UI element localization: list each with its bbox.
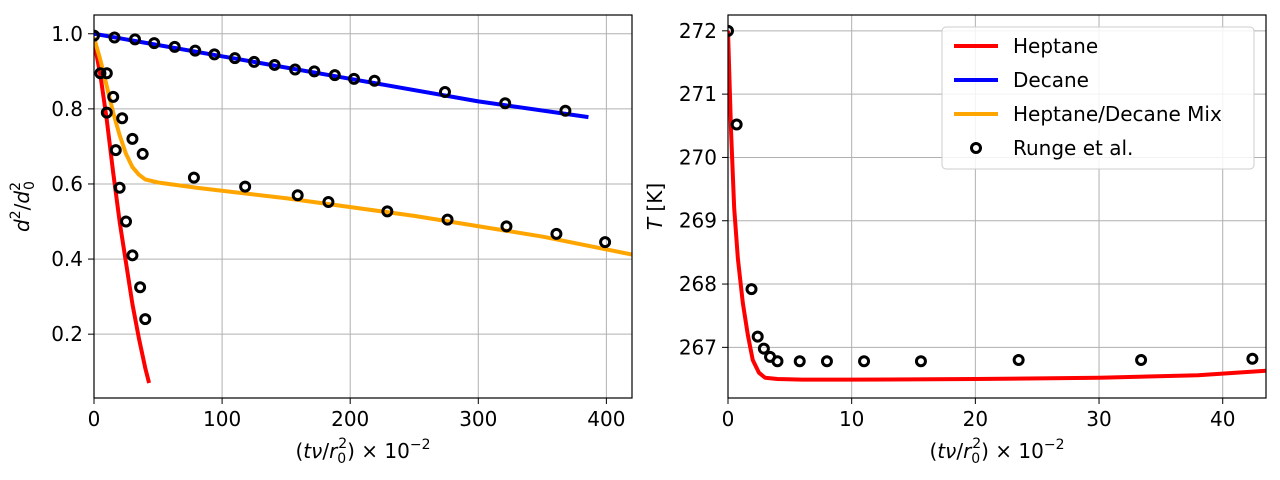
x-tick-label: 20	[963, 407, 988, 431]
runge-et-al-marker	[441, 213, 454, 226]
runge-et-al-marker	[120, 215, 133, 228]
runge-et-al-marker	[730, 118, 743, 131]
x-tick-label: 10	[839, 407, 864, 431]
runge-et-al-marker	[793, 355, 806, 368]
runge-et-al-marker	[771, 355, 784, 368]
y-tick-label: 269	[679, 209, 717, 233]
runge-et-al-marker	[1012, 354, 1025, 367]
x-tick-label: 200	[331, 407, 369, 431]
y-axis-label: d2/d20	[8, 181, 38, 232]
legend: Heptane Decane Heptane/Decane Mix Runge et …	[941, 26, 1255, 170]
left-chart-panel: 0 100 200 300 400 0.2 0.4 0.6 0.8 1.0 (tν/r02) × 1…	[8, 14, 633, 467]
y-tick-label: 272	[679, 19, 717, 43]
x-tick-label: 100	[203, 407, 241, 431]
runge-et-al-marker	[100, 106, 113, 119]
x-tick-label: 40	[1210, 407, 1235, 431]
legend-label-runge-et-al: Runge et al.	[1013, 136, 1133, 160]
runge-et-al-marker	[168, 40, 181, 53]
legend-label-heptane-decane-mix: Heptane/Decane Mix	[1013, 102, 1222, 126]
y-tick-label: 271	[679, 82, 717, 106]
runge-et-al-marker	[148, 37, 161, 50]
runge-et-al-marker	[116, 112, 129, 125]
runge-et-al-marker	[126, 249, 139, 262]
runge-et-al-marker	[438, 85, 451, 98]
runge-et-al-marker	[239, 180, 252, 193]
runge-et-al-marker	[94, 67, 107, 80]
runge-et-al-marker	[500, 220, 513, 233]
y-tick-label: 1.0	[51, 22, 83, 46]
heptane-line	[94, 40, 152, 384]
runge-et-al-marker	[381, 205, 394, 218]
x-tick-label: 0	[88, 407, 101, 431]
x-tick-label: 30	[1086, 407, 1111, 431]
runge-et-al-marker	[289, 63, 302, 76]
x-tick-label: 400	[587, 407, 625, 431]
runge-et-al-marker	[328, 69, 341, 82]
y-tick-label: 270	[679, 145, 717, 169]
runge-et-al-marker	[139, 313, 152, 326]
runge-et-al-marker	[291, 189, 304, 202]
runge-et-al-marker	[134, 281, 147, 294]
legend-swatch-runge-et-al	[970, 142, 982, 154]
x-axis-label: (tν/r02) × 10−2	[929, 436, 1064, 467]
runge-et-al-marker	[128, 33, 141, 46]
runge-et-al-marker	[228, 52, 241, 65]
runge-et-al-marker	[187, 171, 200, 184]
runge-et-al-marker	[858, 355, 871, 368]
runge-et-al-marker	[108, 31, 121, 44]
right-chart-panel: 0 10 20 30 40 267 268 269 270 271 272 (tν/r02) × 10…	[643, 14, 1267, 467]
legend-label-decane: Decane	[1013, 68, 1089, 92]
heptane-line	[728, 30, 1266, 382]
runge-et-al-marker	[208, 48, 221, 61]
runge-et-al-marker	[109, 144, 122, 157]
runge-et-al-marker	[751, 330, 764, 343]
plot-area	[94, 15, 632, 398]
runge-et-al-marker	[728, 24, 734, 37]
y-tick-label: 0.4	[51, 247, 83, 271]
y-tick-label: 0.6	[51, 172, 83, 196]
runge-et-al-marker	[348, 72, 361, 85]
y-tick-label: 268	[679, 272, 717, 296]
runge-et-al-marker	[757, 342, 770, 355]
y-tick-label: 0.8	[51, 97, 83, 121]
runge-et-al-marker	[322, 195, 335, 208]
runge-et-al-marker	[189, 44, 202, 57]
runge-et-al-marker	[550, 227, 563, 240]
x-tick-label: 0	[722, 407, 735, 431]
runge-et-al-marker	[100, 67, 113, 80]
plot-frame	[727, 14, 1267, 399]
runge-et-al-marker	[136, 147, 149, 160]
runge-et-al-marker	[1135, 354, 1148, 367]
plot-frame	[93, 14, 633, 399]
series-layer	[94, 29, 632, 384]
runge-et-al-marker	[94, 29, 100, 42]
y-axis-label: T [K]	[643, 183, 667, 230]
series-layer	[728, 24, 1266, 382]
runge-et-al-marker	[113, 181, 126, 194]
runge-et-al-marker	[914, 355, 927, 368]
runge-et-al-marker	[499, 97, 512, 110]
x-tick-label: 300	[459, 407, 497, 431]
runge-et-al-marker	[820, 355, 833, 368]
runge-et-al-marker	[126, 132, 139, 145]
runge-et-al-marker	[745, 283, 758, 296]
y-tick-label: 0.2	[51, 322, 83, 346]
runge-et-al-marker	[368, 74, 381, 87]
runge-et-al-marker	[248, 55, 261, 68]
legend-box	[941, 26, 1255, 170]
y-tick-label: 267	[679, 335, 717, 359]
runge-et-al-marker	[308, 65, 321, 78]
x-axis-label: (tν/r02) × 10−2	[295, 436, 430, 467]
runge-et-al-marker	[599, 236, 612, 249]
legend-label-heptane: Heptane	[1013, 34, 1098, 58]
runge-et-al-marker	[107, 90, 120, 103]
runge-et-al-marker	[1246, 352, 1259, 365]
runge-et-al-marker	[268, 58, 281, 71]
runge-et-al-marker	[559, 104, 572, 117]
